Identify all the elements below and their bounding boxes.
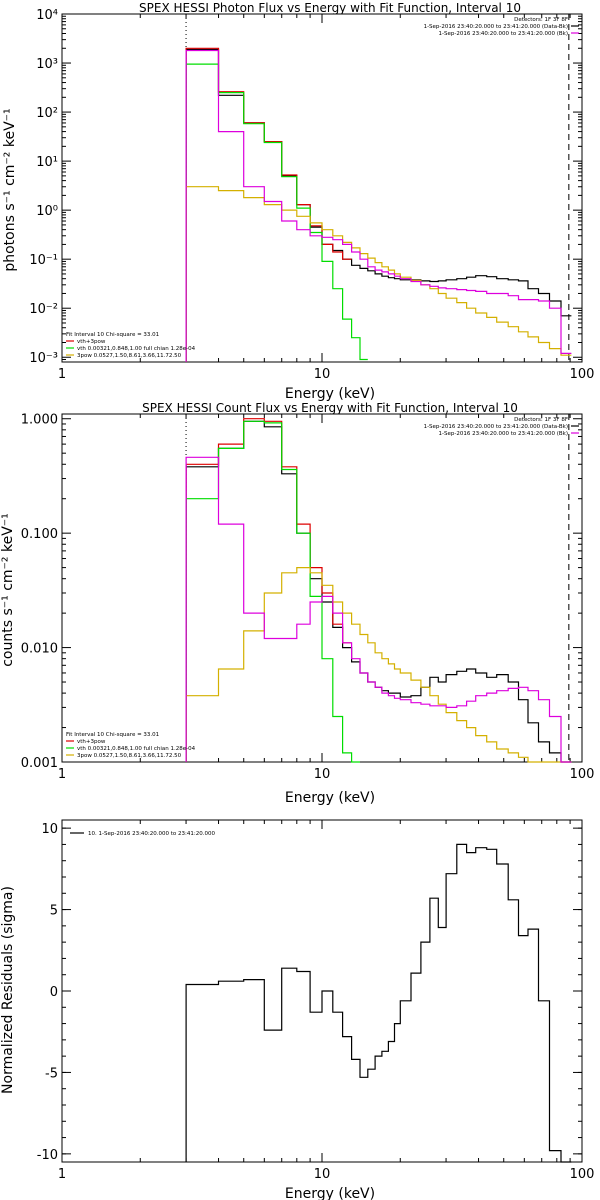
- y-tick-label: 10⁻³: [29, 351, 58, 366]
- y-tick-label: 10⁰: [36, 204, 58, 219]
- series-vth: [185, 63, 368, 362]
- series-3pow: [185, 567, 572, 763]
- legend-bottom-left-entry: Fit Interval 10 Chi-square = 33.01: [66, 332, 159, 338]
- x-tick-label: 1: [58, 1167, 66, 1182]
- chart-title: SPEX HESSI Photon Flux vs Energy with Fi…: [139, 1, 521, 15]
- legend-top-right-entry: 1-Sep-2016 23:40:20.000 to 23:41:20.000 …: [439, 31, 569, 37]
- x-axis-label: Energy (keV): [285, 1186, 375, 1200]
- x-tick-label: 100: [570, 367, 595, 382]
- y-tick-label: 10⁻¹: [29, 253, 58, 268]
- plot-area: 1 10 100 0.001 0.010 0.100 1.000 Detectors: 1F …: [21, 413, 595, 782]
- legend-bottom-left-entry: vth+3pow: [77, 739, 106, 745]
- y-tick-label: 1.000: [21, 413, 58, 428]
- legend-bottom-left-entry: vth+3pow: [77, 339, 106, 345]
- plot-area: 1 10 100 -10 -5 0 5 10 10. 1-Sep-2016 23:40:20.0…: [37, 819, 595, 1182]
- y-tick-label: 0.100: [21, 527, 58, 542]
- x-tick-label: 100: [570, 1167, 595, 1182]
- legend-bottom-left-entry: 3pow 0.0527,1.50,8.61,3.66,11.72.50: [77, 753, 182, 759]
- legend-top-right-entry: Detectors: 1F 3F 8F: [514, 417, 568, 423]
- x-tick-label: 10: [314, 1167, 331, 1182]
- legend-bottom-left-entry: vth 0.00321,0.848,1.00 full chian 1.28e-…: [77, 746, 196, 752]
- x-tick-label: 100: [570, 767, 595, 782]
- chart-title: SPEX HESSI Count Flux vs Energy with Fit…: [142, 401, 518, 415]
- legend-top-right-entry: 1-Sep-2016 23:40:20.000 to 23:41:20.000 …: [439, 431, 569, 437]
- x-tick-label: 1: [58, 767, 66, 782]
- y-axis-label: Normalized Residuals (sigma): [0, 886, 16, 1094]
- legend-top-right-entry: Detectors: 1F 3F 8F: [514, 17, 568, 23]
- series-10: [185, 843, 572, 1163]
- y-tick-label: -5: [45, 1066, 58, 1081]
- series-vth-3pow: [185, 418, 352, 762]
- series-vth-3pow: [185, 47, 352, 362]
- series-3pow: [185, 186, 572, 362]
- y-tick-label: 10⁴: [36, 8, 58, 23]
- panel-count-flux: SPEX HESSI Count Flux vs Energy with Fit…: [0, 401, 594, 806]
- y-tick-label: 10¹: [36, 155, 58, 170]
- legend-bottom-left-entry: Fit Interval 10 Chi-square = 33.01: [66, 732, 159, 738]
- panel-residuals: Energy (keV) Normalized Residuals (sigma…: [0, 819, 595, 1200]
- legend-bottom-left-entry: vth 0.00321,0.848,1.00 full chian 1.28e-…: [77, 346, 196, 352]
- x-axis-label: Energy (keV): [285, 386, 375, 402]
- y-tick-label: 0.010: [21, 642, 58, 657]
- legend-bottom-left-entry: 3pow 0.0527,1.50,8.61,3.66,11.72.50: [77, 353, 182, 359]
- series-bk: [185, 49, 572, 362]
- y-tick-label: 0: [50, 985, 58, 1000]
- y-tick-label: 10⁻²: [29, 302, 58, 317]
- panel-photon-flux: SPEX HESSI Photon Flux vs Energy with Fi…: [2, 1, 594, 402]
- y-tick-label: -10: [37, 1148, 58, 1163]
- y-tick-label: 0.001: [21, 756, 58, 771]
- y-tick-label: 10²: [36, 106, 58, 121]
- series-bk: [185, 456, 572, 763]
- y-axis-label: photons s⁻¹ cm⁻² keV⁻¹: [2, 108, 18, 271]
- legend-entry: 10. 1-Sep-2016 23:40:20.000 to 23:41:20.…: [88, 831, 215, 837]
- x-tick-label: 1: [58, 367, 66, 382]
- x-tick-label: 10: [314, 367, 331, 382]
- plot-area: 1 10 100 10⁻³ 10⁻² 10⁻¹ 10⁰ 10¹ 10² 10³ 10⁴ Detecto…: [29, 8, 594, 382]
- y-tick-label: 10: [41, 822, 58, 837]
- x-axis-label: Energy (keV): [285, 790, 375, 806]
- legend-top-right-entry: 1-Sep-2016 23:40:20.000 to 23:41:20.000 …: [424, 24, 568, 30]
- y-tick-label: 5: [50, 904, 58, 919]
- y-tick-label: 10³: [36, 57, 58, 72]
- x-tick-label: 10: [314, 767, 331, 782]
- legend-top-right-entry: 1-Sep-2016 23:40:20.000 to 23:41:20.000 …: [424, 424, 568, 430]
- series-vth: [185, 420, 360, 763]
- y-axis-label: counts s⁻¹ cm⁻² keV⁻¹: [0, 513, 16, 667]
